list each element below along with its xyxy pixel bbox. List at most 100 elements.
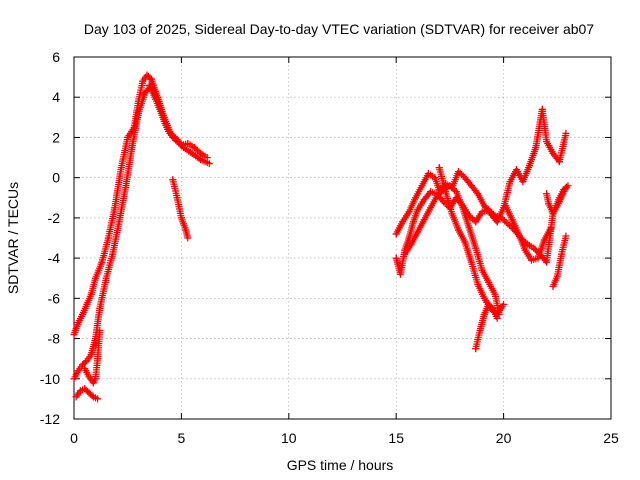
plus-marks-segment	[72, 389, 83, 401]
plus-marks-segment	[491, 212, 503, 221]
plus-marks-segment	[558, 234, 569, 258]
plus-marks-segment	[405, 196, 419, 216]
plus-marks-segment	[79, 302, 90, 318]
plus-marks-segment	[74, 363, 85, 375]
plus-marks-segment	[98, 236, 112, 266]
plus-marks-segment	[555, 188, 567, 202]
plus-marks-segment	[414, 198, 427, 214]
y-tick-label: 4	[52, 89, 60, 105]
plus-marks-segment	[459, 204, 473, 230]
plus-marks-segment	[427, 194, 440, 212]
series-track-m	[549, 232, 570, 290]
plus-marks-segment	[446, 182, 459, 194]
plus-marks-segment	[169, 176, 181, 199]
plus-marks-segment	[467, 258, 481, 286]
plus-marks-segment	[399, 210, 412, 226]
plus-marks-segment	[414, 218, 427, 236]
plus-marks-segment	[461, 174, 474, 188]
series-track-d	[81, 327, 104, 387]
plus-marks-segment	[139, 73, 150, 85]
plus-marks-segment	[474, 190, 487, 208]
plus-marks-segment	[478, 207, 490, 216]
plus-marks-segment	[412, 184, 425, 202]
plus-marks-segment	[104, 206, 118, 242]
plus-marks-segment	[455, 226, 468, 244]
plus-marks-segment	[83, 353, 94, 365]
y-tick-label: 6	[52, 49, 60, 65]
plus-marks-segment	[124, 125, 137, 141]
plus-marks-segment	[188, 150, 203, 162]
plus-marks-segment	[478, 266, 491, 284]
plus-marks-segment	[407, 230, 421, 248]
plus-marks-segment	[70, 369, 81, 383]
plus-marks-segment	[452, 188, 466, 210]
plus-marks-segment	[401, 242, 414, 258]
y-tick-label: -10	[40, 371, 60, 387]
plus-marks-segment	[472, 329, 483, 353]
plus-marks-segment	[122, 146, 136, 192]
plus-marks-segment	[448, 210, 462, 232]
plus-marks-segment	[467, 182, 480, 196]
series-track-g	[392, 105, 570, 238]
plus-marks-segment	[197, 156, 211, 167]
plus-marks-segment	[543, 138, 556, 155]
plus-marks-segment	[472, 210, 485, 226]
plus-marks-segment	[96, 276, 110, 312]
plus-marks	[72, 385, 102, 403]
x-axis-label: GPS time / hours	[287, 457, 394, 473]
plus-marks-segment	[538, 105, 550, 143]
series-track-f	[169, 176, 192, 242]
plus-marks-segment	[476, 312, 488, 334]
plus-marks-segment	[79, 358, 89, 369]
plus-marks-segment	[76, 386, 87, 395]
x-tick-label: 0	[70, 430, 78, 446]
series-track-b	[70, 81, 213, 383]
plus-marks-segment	[485, 278, 498, 296]
plus-marks-segment	[474, 280, 487, 300]
plus-marks-segment	[158, 111, 172, 133]
series-track-n	[543, 182, 572, 218]
plus-marks-segment	[92, 260, 105, 282]
plus-marks-segment	[420, 206, 433, 224]
plus-marks-segment	[152, 95, 165, 117]
grid	[74, 57, 611, 419]
plus-marks-segment	[433, 187, 446, 200]
plus-marks-segment	[498, 214, 510, 226]
series-track-e	[145, 81, 172, 135]
data-points	[70, 71, 572, 403]
plus-marks-segment	[485, 300, 495, 311]
x-tick-label: 10	[281, 430, 297, 446]
y-axis-ticks: -12 -10 -8 -6 -4 -2 0 2 4 6	[40, 49, 611, 427]
plus-marks-segment	[167, 129, 179, 142]
plus-marks-segment	[465, 224, 479, 250]
plus-marks-segment	[442, 188, 455, 216]
plus-marks-segment	[102, 252, 116, 282]
plus-marks-segment	[392, 220, 406, 238]
plus-marks-segment	[173, 136, 186, 150]
plus-marks-segment	[525, 146, 539, 170]
plus-marks-segment	[519, 164, 533, 186]
plus-marks-segment	[435, 164, 449, 194]
plus-marks-segment	[173, 194, 185, 220]
y-tick-label: -6	[48, 290, 61, 306]
plus-marks-segment	[540, 226, 554, 244]
y-axis-label: SDTVAR / TECUs	[5, 182, 21, 294]
plus-marks-segment	[184, 140, 196, 150]
plus-marks-segment	[83, 292, 94, 308]
plus-marks-segment	[182, 226, 191, 240]
plus-marks-segment	[145, 81, 159, 101]
plus-marks-segment	[92, 357, 101, 383]
plus-marks-segment	[521, 246, 534, 262]
chart-title: Day 103 of 2025, Sidereal Day-to-day VTE…	[84, 21, 594, 37]
plus-marks-segment	[111, 166, 125, 212]
y-tick-label: 2	[52, 129, 60, 145]
plus-marks-segment	[81, 385, 92, 395]
plus-marks-segment	[549, 196, 563, 218]
plus-marks-segment	[427, 188, 439, 197]
plus-marks-segment	[508, 216, 522, 236]
plus-marks-segment	[560, 183, 571, 194]
plus-marks-segment	[190, 144, 203, 156]
plus-marks-segment	[485, 206, 497, 218]
series-track-c	[72, 385, 102, 403]
